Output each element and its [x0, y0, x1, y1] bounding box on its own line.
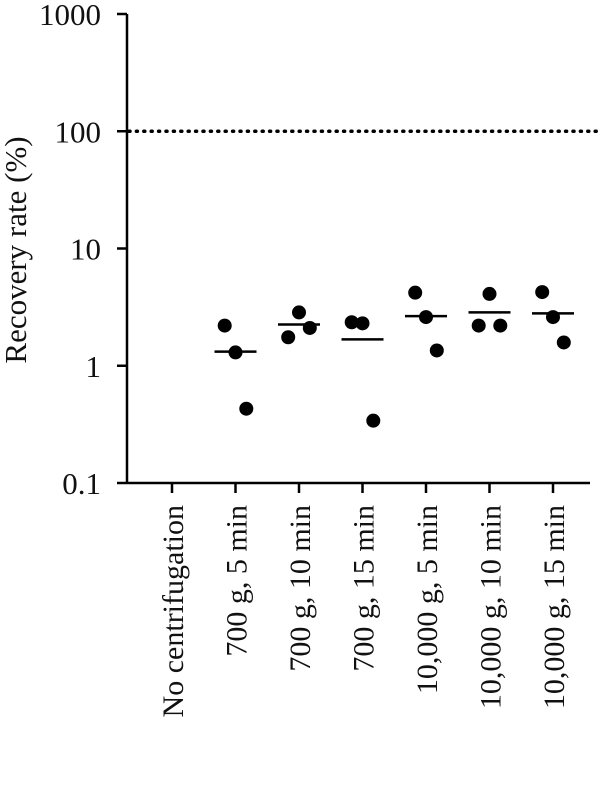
data-point [535, 285, 550, 300]
data-point [366, 413, 381, 428]
data-point [239, 401, 254, 416]
data-point [493, 318, 508, 333]
data-point [302, 320, 317, 335]
y-tick-label: 10 [70, 232, 101, 267]
x-category-label: 700 g, 10 min [284, 505, 317, 672]
mean-lines-group [214, 311, 574, 353]
x-category-label: 700 g, 15 min [348, 505, 381, 672]
x-category-label: 10,000 g, 10 min [475, 505, 508, 709]
y-tick-label: 0.1 [62, 466, 101, 501]
data-point [355, 316, 370, 331]
data-point [217, 318, 232, 333]
data-point [556, 335, 571, 350]
data-point [408, 285, 423, 300]
x-category-label: 10,000 g, 15 min [538, 505, 571, 709]
data-point [482, 286, 497, 301]
data-point [429, 343, 444, 358]
y-ticks-group: 0.1 1 10 100 1000 [39, 0, 127, 501]
data-point [292, 305, 306, 320]
data-marks-group [217, 285, 571, 428]
x-category-label: No centrifugation [157, 505, 190, 717]
data-point [471, 318, 486, 333]
x-category-label: 700 g, 5 min [221, 505, 254, 657]
y-axis-label: Recovery rate (%) [0, 136, 33, 363]
x-ticks-group: No centrifugation 700 g, 5 min 700 g, 10 m… [157, 483, 571, 717]
axes-group [125, 14, 590, 485]
y-tick-label: 1000 [39, 0, 101, 32]
x-category-label: 10,000 g, 5 min [411, 505, 444, 694]
data-point [344, 315, 359, 330]
y-tick-label: 100 [55, 114, 102, 149]
data-point [281, 330, 296, 345]
y-tick-label: 1 [86, 349, 102, 384]
